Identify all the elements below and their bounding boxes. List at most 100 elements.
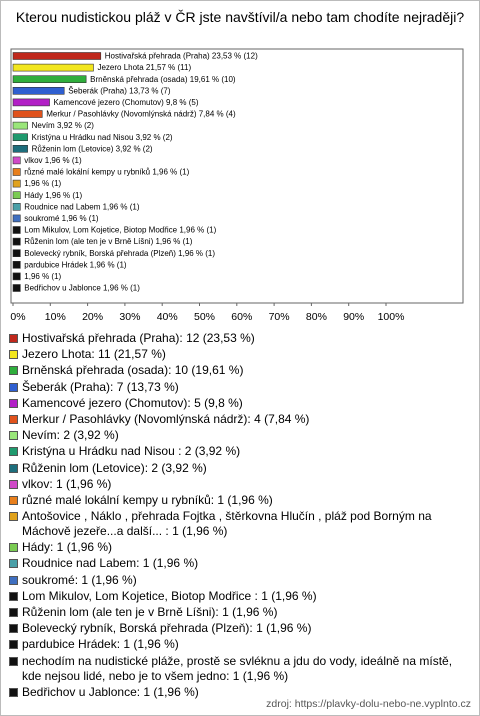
legend-item: pardubice Hrádek: 1 (1,96 %): [9, 637, 469, 652]
legend-label: Jezero Lhota: 11 (21,57 %): [22, 347, 166, 362]
legend-swatch: [9, 640, 18, 650]
x-tick-label: 80%: [306, 311, 327, 323]
legend-swatch: [9, 656, 18, 666]
legend-label: Lom Mikulov, Lom Kojetice, Biotop Modřic…: [22, 588, 317, 603]
x-tick-label: 20%: [82, 311, 103, 323]
x-tick-label: 0%: [10, 311, 25, 323]
legend-swatch: [9, 575, 18, 585]
bar: [12, 249, 21, 257]
legend-item: Brněnská přehrada (osada): 10 (19,61 %): [9, 363, 469, 378]
legend-item: Bolevecký rybník, Borská přehrada (Plzeň…: [9, 621, 469, 636]
bar-label: různé malé lokální kempy u rybníků 1,96 …: [24, 168, 189, 177]
bar-label: Roudnice nad Labem 1,96 % (1): [24, 202, 140, 211]
bar: [12, 260, 21, 269]
source: zdroj: https://plavky-dolu-nebo-ne.vypln…: [266, 698, 471, 710]
legend-swatch: [9, 447, 18, 457]
legend-swatch: [9, 398, 18, 408]
bar: [12, 191, 21, 199]
legend-label: Kristýna u Hrádku nad Nisou : 2 (3,92 %): [22, 444, 241, 459]
legend-swatch: [9, 479, 18, 489]
legend-swatch: [9, 495, 18, 505]
bar: [12, 214, 21, 223]
bar-label: Bedřichov u Jablonce 1,96 % (1): [24, 284, 140, 293]
x-tick-label: 40%: [157, 311, 178, 323]
bar-label: Jezero Lhota 21,57 % (11): [97, 63, 191, 72]
bar-label: Hády 1,96 % (1): [24, 191, 82, 200]
bar-label: Lom Mikulov, Lom Kojetice, Biotop Modřic…: [24, 226, 216, 235]
x-tick-label: 100%: [378, 311, 405, 323]
legend-label: Šeberák (Praha): 7 (13,73 %): [22, 379, 179, 394]
bar: [12, 203, 21, 211]
legend-swatch: [9, 591, 18, 601]
legend-item: Bedřichov u Jablonce: 1 (1,96 %): [9, 685, 469, 700]
bar: [12, 63, 94, 72]
bar-label: 1,96 % (1): [24, 179, 61, 188]
x-tick-label: 50%: [194, 311, 215, 323]
x-tick-label: 60%: [231, 311, 252, 323]
bar: [12, 272, 21, 281]
legend-item: Lom Mikulov, Lom Kojetice, Biotop Modřic…: [9, 589, 469, 604]
bar: [12, 168, 21, 176]
legend-item: Nevím: 2 (3,92 %): [9, 428, 469, 443]
bar-label: Růženin lom (Letovice) 3,92 % (2): [32, 144, 153, 153]
legend-label: Brněnská přehrada (osada): 10 (19,61 %): [22, 363, 244, 378]
legend-swatch: [9, 431, 18, 441]
bar-label: pardubice Hrádek 1,96 % (1): [24, 260, 127, 269]
bar-label: Merkur / Pasohlávky (Novomlýnská nádrž) …: [46, 110, 236, 119]
x-tick-label: 90%: [343, 311, 364, 323]
legend-item: Kristýna u Hrádku nad Nisou : 2 (3,92 %): [9, 444, 469, 459]
x-tick-label: 70%: [269, 311, 290, 323]
legend-item: nechodím na nudistické pláže, prostě se …: [9, 654, 469, 684]
legend-item: Růženin lom (Letovice): 2 (3,92 %): [9, 461, 469, 476]
bar-label: Nevím 3,92 % (2): [32, 121, 95, 130]
bar-label: Kristýna u Hrádku nad Nisou 3,92 % (2): [32, 133, 173, 142]
legend-swatch: [9, 334, 18, 343]
bar-label: 1,96 % (1): [24, 272, 61, 281]
bar: [12, 52, 102, 60]
bar: [12, 179, 21, 188]
x-tick-label: 30%: [119, 311, 140, 323]
bar-label: vlkov 1,96 % (1): [24, 156, 82, 165]
legend-label: Antošovice , Náklo , přehrada Fojtka , š…: [22, 509, 432, 539]
bar-label: soukromé 1,96 % (1): [24, 214, 99, 223]
legend-swatch: [9, 463, 18, 473]
bar: [12, 133, 28, 141]
legend-swatch: [9, 559, 18, 569]
legend-item: různé malé lokální kempy u rybníků: 1 (1…: [9, 493, 469, 508]
legend-label: nechodím na nudistické pláže, prostě se …: [22, 653, 453, 683]
legend-label: Roudnice nad Labem: 1 (1,96 %): [22, 556, 199, 571]
legend-swatch: [9, 687, 18, 697]
chart: 0% 10% 20% 30% 40% 50% 60% 70% 80% 90% 100% Hostiva…: [10, 48, 464, 323]
legend-swatch: [9, 512, 18, 522]
bar: [12, 75, 87, 83]
bar-label: Hostivařská přehrada (Praha) 23,53 % (12…: [105, 52, 258, 61]
bar: [12, 87, 65, 95]
bar-label: Růženin lom (ale ten je v Brně Líšni) 1,…: [24, 237, 192, 246]
legend-item: Hostivařská přehrada (Praha): 12 (23,53 …: [9, 331, 469, 346]
legend-item: Roudnice nad Labem: 1 (1,96 %): [9, 556, 469, 571]
bar: [12, 98, 50, 107]
legend-label: pardubice Hrádek: 1 (1,96 %): [22, 637, 179, 652]
legend-item: soukromé: 1 (1,96 %): [9, 573, 469, 588]
bar-label: Bolevecký rybník, Borská přehrada (Plzeň…: [24, 249, 215, 258]
legend-swatch: [9, 350, 18, 360]
bar-label: Kamencové jezero (Chomutov) 9,8 % (5): [54, 98, 199, 107]
legend-label: Hostivařská přehrada (Praha): 12 (23,53 …: [22, 331, 255, 345]
bar-label: Brněnská přehrada (osada) 19,61 % (10): [90, 75, 236, 84]
bar: [12, 284, 21, 292]
bar: [12, 110, 43, 118]
legend-item: Růženin lom (ale ten je v Brně Líšni): 1…: [9, 605, 469, 620]
bar: [12, 237, 21, 246]
legend-label: různé malé lokální kempy u rybníků: 1 (1…: [22, 492, 273, 507]
legend-item: Antošovice , Náklo , přehrada Fojtka , š…: [9, 509, 469, 539]
legend-label: Růženin lom (ale ten je v Brně Líšni): 1…: [22, 605, 278, 619]
legend-label: Růženin lom (Letovice): 2 (3,92 %): [22, 460, 207, 475]
bar: [12, 145, 28, 153]
legend-label: Nevím: 2 (3,92 %): [22, 428, 119, 443]
legend-item: vlkov: 1 (1,96 %): [9, 477, 469, 492]
legend-label: Merkur / Pasohlávky (Novomlýnská nádrž):…: [22, 411, 310, 426]
legend-swatch: [9, 366, 18, 376]
legend-swatch: [9, 382, 18, 392]
chart-title: Kterou nudistickou pláž v ČR jste navští…: [15, 9, 465, 25]
bar: [12, 121, 28, 130]
